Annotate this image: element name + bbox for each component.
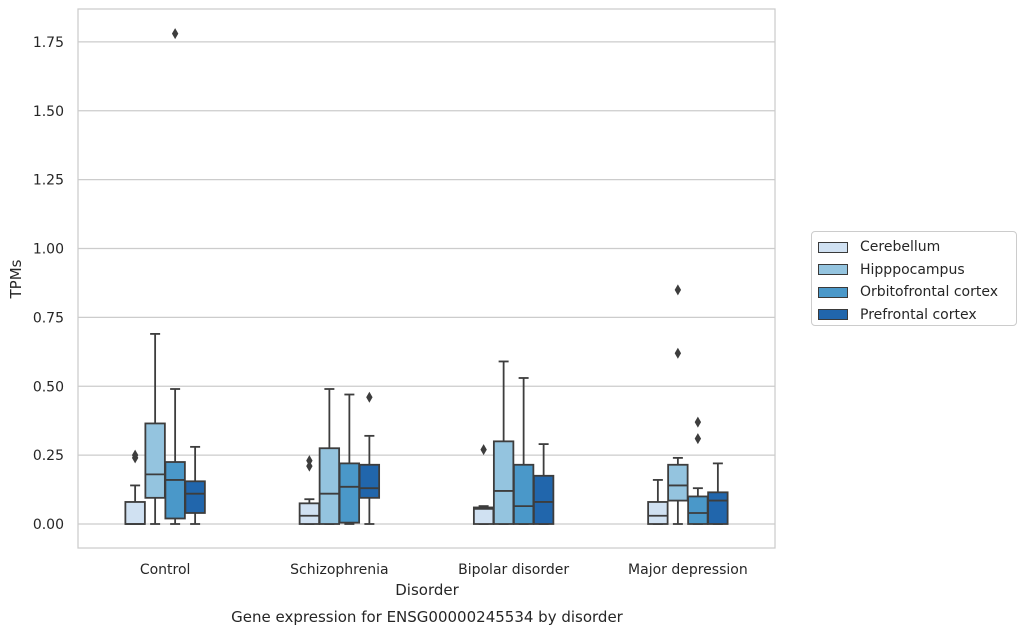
outlier-point (694, 416, 702, 428)
box-hipppocampus (144, 333, 166, 525)
legend-item-hippocampus: Hipppocampus (818, 259, 1016, 282)
legend-label: Orbitofrontal cortex (860, 284, 998, 301)
outlier-point (674, 347, 682, 359)
outlier-point (674, 284, 682, 296)
legend-swatch-hippocampus (818, 264, 848, 276)
box-body (144, 422, 166, 499)
box-body (512, 463, 535, 525)
x-tick-label: Bipolar disorder (458, 562, 569, 578)
box-orbitofrontal-cortex (164, 28, 186, 525)
box-orbitofrontal-cortex (687, 416, 709, 525)
box-prefrontal-cortex (707, 462, 729, 525)
plot-area-frame (77, 8, 776, 549)
outlier-point (306, 455, 313, 467)
legend-swatch-prefrontal-cortex (818, 309, 848, 321)
box-body (667, 463, 689, 502)
box-body (472, 506, 495, 525)
chart-title: Gene expression for ENSG00000245534 by d… (231, 608, 624, 626)
box-body (358, 463, 381, 499)
box-hipppocampus (318, 388, 341, 525)
y-axis-title: TPMs (7, 259, 25, 299)
y-tick-label: 0.75 (33, 310, 64, 326)
box-body (687, 495, 709, 525)
box-hipppocampus (667, 284, 689, 525)
legend-item-prefrontal-cortex: Prefrontal cortex (818, 304, 1016, 327)
x-tick-label: Control (140, 562, 191, 578)
outlier-point (306, 460, 313, 472)
legend-label: Prefrontal cortex (860, 306, 977, 323)
box-prefrontal-cortex (358, 391, 381, 525)
box-cerebellum (647, 479, 669, 525)
box-body (124, 501, 146, 525)
y-tick-label: 1.25 (33, 173, 64, 189)
y-tick-label: 0.50 (33, 379, 64, 395)
legend-swatch-orbitofrontal-cortex (818, 286, 848, 298)
box-body (492, 440, 515, 525)
box-body (338, 462, 361, 524)
box-body (318, 447, 341, 525)
y-axis-ticks: 0.00 0.25 0.50 0.75 1.00 1.25 1.50 1.75 (33, 35, 64, 533)
box-body (164, 461, 186, 520)
y-tick-label: 1.00 (33, 242, 64, 258)
box-body (532, 474, 555, 525)
box-cerebellum (298, 455, 321, 525)
x-tick-label: Major depression (628, 562, 748, 578)
box-orbitofrontal-cortex (512, 377, 535, 525)
legend-item-cerebellum: Cerebellum (818, 236, 1016, 259)
outlier-point (480, 444, 487, 456)
x-axis-ticks: Control Schizophrenia Bipolar disorder Majo… (140, 562, 748, 578)
box-body (647, 501, 669, 525)
boxes (124, 28, 729, 525)
x-axis-title: Disorder (395, 581, 459, 599)
box-prefrontal-cortex (184, 445, 206, 525)
gridlines (78, 41, 775, 525)
legend-item-orbitofrontal-cortex: Orbitofrontal cortex (818, 281, 1016, 304)
legend-swatch-cerebellum (818, 241, 848, 253)
outlier-point (694, 433, 702, 445)
box-cerebellum (124, 449, 146, 525)
box-orbitofrontal-cortex (338, 393, 361, 525)
legend-label: Hipppocampus (860, 261, 965, 278)
y-tick-label: 0.25 (33, 448, 64, 464)
legend-label: Cerebellum (860, 239, 941, 256)
x-tick-label: Schizophrenia (290, 562, 388, 578)
box-body (184, 480, 206, 514)
y-tick-label: 1.75 (33, 35, 64, 51)
outlier-point (131, 449, 139, 461)
y-tick-label: 0.00 (33, 517, 64, 533)
box-prefrontal-cortex (532, 443, 555, 525)
box-cerebellum (472, 444, 495, 525)
box-body (298, 502, 321, 525)
legend: Cerebellum Hipppocampus Orbitofrontal co… (811, 231, 1017, 326)
box-body (707, 491, 729, 525)
y-tick-label: 1.50 (33, 104, 64, 120)
outlier-point (171, 28, 179, 40)
outlier-point (366, 391, 373, 403)
